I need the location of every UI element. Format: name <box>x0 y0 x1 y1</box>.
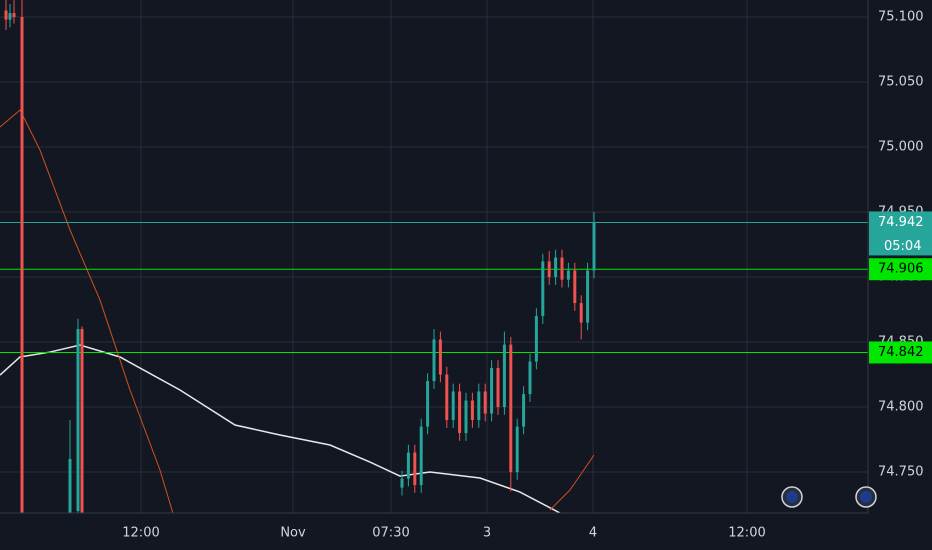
level-label: 74.842 <box>878 345 924 360</box>
x-tick-label: 4 <box>589 526 597 541</box>
candle-body <box>470 400 474 421</box>
candle-body <box>573 270 577 304</box>
y-tick-label: 75.050 <box>878 75 924 90</box>
candle-body <box>547 261 551 278</box>
candle-body <box>554 257 558 278</box>
candle-body <box>592 222 596 271</box>
candle-body <box>12 13 16 18</box>
candle-body <box>76 329 80 512</box>
candle-body <box>490 368 494 414</box>
candle-body <box>515 426 519 473</box>
moving-average <box>0 344 561 513</box>
candle-body <box>566 270 570 280</box>
candle-body <box>8 13 12 20</box>
candle-body <box>413 452 417 486</box>
candle-body <box>80 329 84 513</box>
candle-body <box>496 368 500 408</box>
last-price-label: 74.942 <box>878 215 924 230</box>
candle-body <box>438 339 442 375</box>
y-tick-label: 74.800 <box>878 400 924 415</box>
candle-body <box>419 426 423 486</box>
candle-body <box>445 374 449 421</box>
x-tick-label: 12:00 <box>122 526 159 541</box>
level-label-box <box>869 341 932 364</box>
candle-body <box>560 257 564 280</box>
candle-body <box>483 391 487 414</box>
candle-body <box>534 316 538 362</box>
x-tick-label: Nov <box>280 526 306 541</box>
candle-body <box>406 452 410 479</box>
candle-body <box>509 344 513 473</box>
y-tick-label: 75.100 <box>878 10 924 25</box>
candle-body <box>400 478 404 488</box>
level-label: 74.906 <box>878 262 924 277</box>
candle-body <box>458 391 462 434</box>
y-tick-label: 75.000 <box>878 140 924 155</box>
axes: 74.75074.80074.85074.90074.95075.00075.0… <box>122 10 932 541</box>
plot-area <box>0 0 868 513</box>
candle-body <box>451 391 455 421</box>
event-icon[interactable] <box>855 486 877 508</box>
event-icon[interactable] <box>781 486 803 508</box>
y-tick-label: 74.750 <box>878 465 924 480</box>
event-icon-flag[interactable] <box>786 491 798 503</box>
candle-body <box>522 394 526 427</box>
x-tick-label: 12:00 <box>728 526 765 541</box>
x-tick-label: 3 <box>483 526 491 541</box>
x-tick-label: 07:30 <box>372 526 409 541</box>
level-label-box <box>869 258 932 281</box>
event-icon-flag[interactable] <box>860 491 872 503</box>
candle-body <box>586 270 590 323</box>
candle-body <box>68 459 72 513</box>
candle-body <box>477 391 481 421</box>
candle-body <box>20 17 24 513</box>
candle-body <box>579 303 583 323</box>
candle-body <box>528 361 532 395</box>
candle-body <box>4 10 8 20</box>
candle-body <box>541 261 545 317</box>
candle-body <box>432 339 436 382</box>
candle-body <box>426 381 430 427</box>
candle-body <box>502 344 506 408</box>
countdown-label: 05:04 <box>884 239 921 254</box>
last-price-box <box>869 211 932 256</box>
candle-body <box>464 400 468 434</box>
